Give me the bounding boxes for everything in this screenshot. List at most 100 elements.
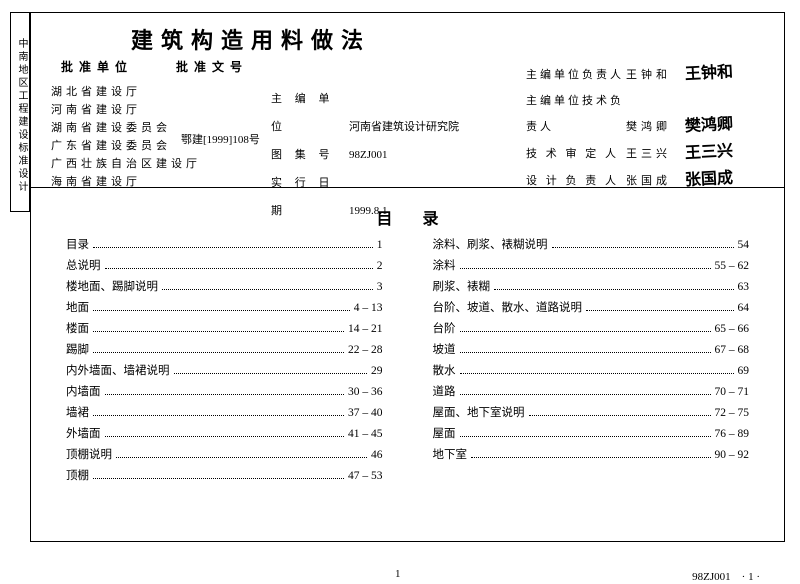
organization-name: 海南省建设厅 — [51, 173, 201, 191]
toc-entry-page: 72 – 75 — [715, 403, 750, 424]
approval-number: 鄂建[1999]108号 — [181, 131, 260, 147]
toc-leader-dots — [586, 310, 734, 311]
toc-entry-title: 台阶 — [433, 319, 456, 340]
toc-entry-page: 65 – 66 — [715, 319, 750, 340]
toc-leader-dots — [105, 268, 373, 269]
title-block: 建筑构造用料做法 批准单位 批准文号 湖北省建设厅河南省建设厅湖南省建设委员会广… — [31, 13, 784, 188]
toc-entry-page: 4 – 13 — [354, 298, 383, 319]
toc-entry-title: 总说明 — [66, 256, 101, 277]
toc-leader-dots — [93, 247, 373, 248]
footer-doc-code: 98ZJ001 · 1 · — [692, 568, 760, 584]
toc-entry-page: 22 – 28 — [348, 340, 383, 361]
toc-leader-dots — [162, 289, 373, 290]
signature: 张国成 — [684, 166, 733, 194]
responsible-persons: 主编单位负责人王钟和王钟和主编单位技术负责人樊鸿卿樊鸿卿技 术 审 定 人王三兴… — [526, 61, 733, 194]
toc-entry: 内墙面30 – 36 — [66, 382, 383, 403]
toc-entry-page: 14 – 21 — [348, 319, 383, 340]
toc-leader-dots — [471, 457, 711, 458]
toc-leader-dots — [460, 373, 734, 374]
toc-entry: 台阶 65 – 66 — [433, 319, 750, 340]
toc-entry-title: 内墙面 — [66, 382, 101, 403]
toc-entry-title: 楼地面、踢脚说明 — [66, 277, 158, 298]
toc-entry: 道路70 – 71 — [433, 382, 750, 403]
document-page: 建筑构造用料做法 批准单位 批准文号 湖北省建设厅河南省建设厅湖南省建设委员会广… — [30, 12, 785, 542]
toc-leader-dots — [460, 352, 711, 353]
toc-entry-page: 69 — [738, 361, 750, 382]
label-approve-unit: 批准单位 — [61, 58, 133, 75]
toc-entry-title: 散水 — [433, 361, 456, 382]
organization-name: 湖南省建设委员会 — [51, 119, 201, 137]
toc-entry-page: 29 — [371, 361, 383, 382]
info-key: 图 集 号 — [271, 141, 349, 169]
toc-leader-dots — [116, 457, 367, 458]
toc-entry: 散水 69 — [433, 361, 750, 382]
toc-entry-page: 47 – 53 — [348, 466, 383, 487]
organization-name: 广东省建设委员会 — [51, 137, 201, 155]
role-label: 主编单位技术负责人 — [526, 88, 626, 140]
toc-entry-page: 90 – 92 — [715, 445, 750, 466]
toc-leader-dots — [93, 310, 350, 311]
person-row: 主编单位负责人王钟和王钟和 — [526, 61, 733, 88]
info-row: 图 集 号98ZJ001 — [271, 141, 459, 169]
info-value: 河南省建筑设计研究院 — [349, 113, 459, 141]
info-value: 98ZJ001 — [349, 141, 388, 169]
table-of-contents: 目录1总说明2楼地面、踢脚说明3地面4 – 13楼面14 – 21踢脚22 – … — [66, 235, 749, 527]
organization-name: 湖北省建设厅 — [51, 83, 201, 101]
toc-entry-page: 1 — [377, 235, 383, 256]
toc-entry: 地下室 90 – 92 — [433, 445, 750, 466]
toc-entry-title: 屋面、地下室说明 — [433, 403, 525, 424]
toc-leader-dots — [174, 373, 368, 374]
toc-entry-title: 外墙面 — [66, 424, 101, 445]
person-row: 技 术 审 定 人王三兴王三兴 — [526, 140, 733, 167]
signature: 王三兴 — [684, 139, 733, 167]
toc-entry: 内外墙面、墙裙说明 29 — [66, 361, 383, 382]
label-approve-no: 批准文号 — [176, 58, 248, 75]
toc-entry-page: 41 – 45 — [348, 424, 383, 445]
toc-leader-dots — [93, 478, 344, 479]
toc-entry-title: 顶棚 — [66, 466, 89, 487]
person-name: 王三兴 — [626, 141, 681, 167]
toc-column-right: 涂料、刷浆、裱糊说明 54涂料55 – 62刷浆、裱糊63台阶、坡道、散水、道路说… — [433, 235, 750, 527]
toc-leader-dots — [460, 436, 711, 437]
toc-entry-title: 楼面 — [66, 319, 89, 340]
toc-entry-title: 顶棚说明 — [66, 445, 112, 466]
signature: 王钟和 — [684, 60, 733, 88]
role-label: 设 计 负 责 人 — [526, 168, 626, 194]
toc-entry: 墙裙37 – 40 — [66, 403, 383, 424]
toc-column-left: 目录1总说明2楼地面、踢脚说明3地面4 – 13楼面14 – 21踢脚22 – … — [66, 235, 383, 527]
toc-entry: 屋面、地下室说明 72 – 75 — [433, 403, 750, 424]
toc-entry-title: 内外墙面、墙裙说明 — [66, 361, 170, 382]
footer-page-number: 1 — [395, 568, 401, 580]
toc-leader-dots — [105, 394, 345, 395]
publication-info: 主 编 单 位河南省建筑设计研究院图 集 号98ZJ001实 行 日 期1999… — [271, 85, 459, 225]
person-name: 樊鸿卿 — [626, 114, 681, 140]
toc-entry: 外墙面 41 – 45 — [66, 424, 383, 445]
toc-entry: 顶棚 47 – 53 — [66, 466, 383, 487]
toc-entry-title: 踢脚 — [66, 340, 89, 361]
signature: 樊鸿卿 — [684, 112, 733, 140]
side-binding-tab: 中南地区工程建设标准设计 — [10, 12, 30, 212]
toc-leader-dots — [460, 394, 711, 395]
organization-name: 河南省建设厅 — [51, 101, 201, 119]
toc-entry-title: 涂料、刷浆、裱糊说明 — [433, 235, 548, 256]
toc-entry: 地面 4 – 13 — [66, 298, 383, 319]
toc-entry: 涂料55 – 62 — [433, 256, 750, 277]
organization-name: 广西壮族自治区建设厅 — [51, 155, 201, 173]
toc-entry-page: 54 — [738, 235, 750, 256]
info-row: 主 编 单 位河南省建筑设计研究院 — [271, 85, 459, 141]
toc-entry: 坡道67 – 68 — [433, 340, 750, 361]
person-name: 王钟和 — [626, 62, 681, 88]
toc-leader-dots — [552, 247, 734, 248]
toc-entry: 楼面 14 – 21 — [66, 319, 383, 340]
toc-entry: 楼地面、踢脚说明3 — [66, 277, 383, 298]
toc-entry-title: 地面 — [66, 298, 89, 319]
approving-organizations: 湖北省建设厅河南省建设厅湖南省建设委员会广东省建设委员会广西壮族自治区建设厅海南… — [51, 83, 201, 191]
toc-entry-title: 台阶、坡道、散水、道路说明 — [433, 298, 583, 319]
toc-entry: 涂料、刷浆、裱糊说明 54 — [433, 235, 750, 256]
toc-entry-title: 地下室 — [433, 445, 468, 466]
person-row: 设 计 负 责 人张国成张国成 — [526, 167, 733, 194]
toc-leader-dots — [93, 352, 344, 353]
info-key: 主 编 单 位 — [271, 85, 349, 141]
toc-leader-dots — [494, 289, 734, 290]
toc-entry: 刷浆、裱糊63 — [433, 277, 750, 298]
